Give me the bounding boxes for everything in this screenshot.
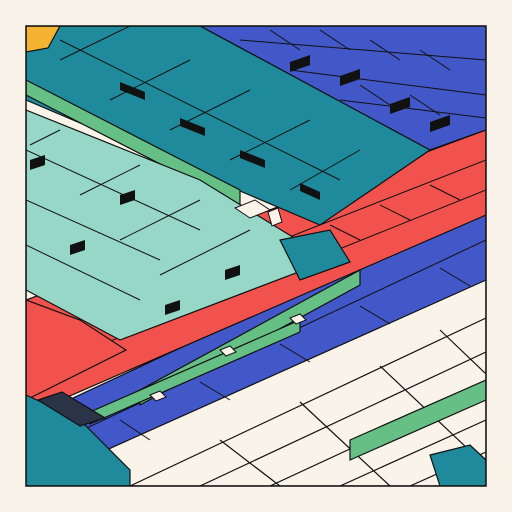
blue-top-shadows	[290, 55, 450, 132]
teal-upper-blocks	[120, 82, 320, 200]
artwork-content	[26, 26, 486, 486]
blue-top-blocks	[239, 29, 486, 119]
mint-slab-lines	[26, 129, 251, 301]
navy-block	[36, 391, 107, 427]
yellow-corner-block	[26, 26, 61, 53]
teal-bottom-right-block	[429, 444, 486, 486]
green-strip-bottom-right	[349, 379, 486, 461]
teal-middle-block	[279, 229, 351, 281]
frame-border	[25, 25, 487, 487]
mint-left-slab	[26, 109, 332, 341]
mint-slab-blocks	[30, 155, 240, 315]
cream-accent-blocks	[149, 199, 307, 402]
red-lower-left	[26, 299, 128, 401]
teal-upper-region	[26, 26, 432, 226]
